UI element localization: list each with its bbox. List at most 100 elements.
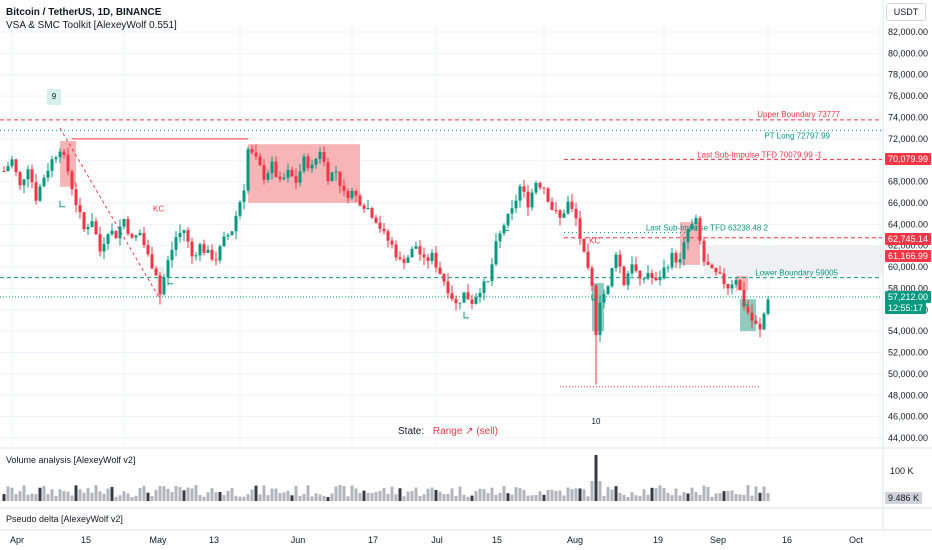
volume-bar (242, 496, 246, 501)
candle-body (110, 230, 114, 235)
candle-body (362, 205, 366, 209)
volume-bar (566, 487, 570, 501)
volume-bar (318, 494, 322, 501)
candle-body (366, 208, 370, 210)
candle-body (538, 182, 542, 188)
candle-body (94, 221, 98, 235)
candle-body (262, 165, 266, 180)
volume-bar (402, 496, 406, 501)
candle-body (222, 236, 226, 247)
candle-body (190, 241, 194, 257)
candle-body (650, 273, 654, 278)
candle-body (174, 237, 178, 250)
candle-body (74, 189, 78, 206)
volume-bar (702, 485, 706, 501)
candle-body (374, 217, 378, 223)
volume-bar (670, 495, 674, 501)
current-price-tag: 57,212.00 (885, 291, 932, 303)
candle-body (90, 221, 94, 228)
volume-axis-label: 100 K (890, 466, 914, 476)
time-axis-label: May (149, 535, 167, 545)
candle-body (602, 294, 606, 303)
chart-annotation: PT Long 72797.99 (764, 131, 830, 140)
resistance-price-tag: 62,745.14 (885, 233, 932, 245)
candle-body (658, 278, 662, 281)
volume-bar (6, 486, 10, 501)
candle-body (498, 233, 502, 242)
volume-bar (690, 487, 694, 501)
candle-body (34, 182, 38, 201)
candle-body (250, 149, 254, 153)
candle-body (410, 248, 414, 258)
volume-pane-title[interactable]: Volume analysis [AlexeyWolf v2] (6, 455, 136, 465)
volume-bar (634, 495, 638, 501)
price-axis-label: 82,000.00 (888, 27, 928, 37)
candle-body (406, 257, 410, 263)
candle-body (762, 313, 766, 330)
volume-bar (554, 490, 558, 501)
volume-bar (310, 496, 314, 501)
volume-bar (262, 485, 266, 501)
candle-body (102, 243, 106, 252)
level-price-tag: 61,166.99 (885, 250, 932, 262)
volume-bar (202, 496, 206, 501)
candle-body (186, 230, 190, 242)
volume-bar (186, 487, 190, 501)
candle-body (678, 259, 682, 263)
candle-body (746, 306, 750, 313)
candle-body (154, 268, 158, 276)
volume-bar (706, 487, 710, 501)
volume-bar (538, 491, 542, 501)
symbol-title[interactable]: Bitcoin / TetherUS, 1D, BINANCE (6, 7, 162, 18)
candle-body (342, 185, 346, 192)
time-axis-label: Sep (710, 535, 726, 545)
swing-marker (503, 224, 509, 231)
candle-body (642, 278, 646, 280)
volume-bar (454, 495, 458, 501)
delta-pane-title[interactable]: Pseudo delta [AlexeyWolf v2] (6, 514, 123, 524)
candle-body (318, 152, 322, 159)
candle-body (570, 201, 574, 209)
candle-body (246, 149, 250, 191)
candle-body (350, 191, 354, 198)
indicator-title[interactable]: VSA & SMC Toolkit [AlexeyWolf 0.551] (6, 20, 177, 31)
volume-bar (406, 491, 410, 501)
volume-bar (482, 489, 486, 501)
candle-body (382, 228, 386, 232)
volume-bar (106, 488, 110, 501)
candle-body (682, 242, 686, 260)
volume-bar (450, 488, 454, 501)
price-axis-label: 60,000.00 (888, 262, 928, 272)
candle-body (78, 205, 82, 213)
volume-bar (486, 493, 490, 501)
volume-bar (578, 488, 582, 501)
chart-legend: Bitcoin / TetherUS, 1D, BINANCE VSA & SM… (6, 6, 177, 32)
price-axis-label: 72,000.00 (888, 134, 928, 144)
candle-body (494, 241, 498, 265)
candle-body (690, 223, 694, 230)
candle-body (462, 292, 466, 303)
volume-bar (150, 496, 154, 501)
currency-button[interactable]: USDT (886, 3, 926, 21)
candle-body (298, 171, 302, 183)
volume-bar (142, 485, 146, 501)
volume-bar (574, 488, 578, 501)
candle-body (238, 202, 242, 216)
volume-bar (474, 491, 478, 501)
time-axis-label: 17 (368, 535, 378, 545)
candle-body (478, 292, 482, 298)
time-axis-label: 15 (492, 535, 502, 545)
candle-body (470, 299, 474, 304)
candle-body (490, 264, 494, 282)
volume-bar (298, 495, 302, 501)
volume-bar (366, 492, 370, 501)
candle-body (18, 172, 22, 186)
candle-body (218, 246, 222, 261)
volume-bar (674, 488, 678, 501)
volume-bar (758, 492, 762, 501)
swing-marker (59, 200, 65, 208)
candle-body (286, 169, 290, 178)
volume-bar (602, 495, 606, 501)
volume-bar (682, 491, 686, 501)
